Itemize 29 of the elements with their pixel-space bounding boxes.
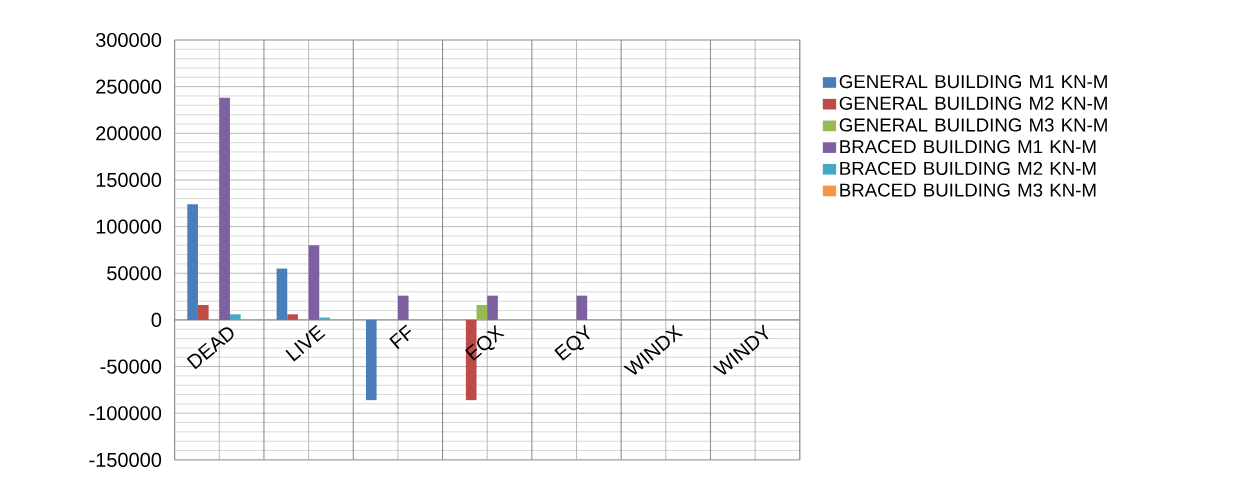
bar — [397, 295, 409, 320]
y-tick-label: -100000 — [89, 406, 162, 421]
legend-label: GENERAL BUILDING M1 KN-M — [839, 75, 1107, 89]
legend-label: BRACED BUILDING M2 KN-M — [840, 161, 1096, 176]
legend-label: GENERAL BUILDING M3 KN-M — [839, 118, 1107, 132]
y-tick-label: 300000 — [95, 32, 162, 48]
y-tick-label: 150000 — [96, 172, 162, 188]
bar — [287, 314, 298, 320]
x-tick-label: FF — [389, 324, 412, 350]
legend-label: GENERAL BUILDING M2 KN-M — [839, 96, 1107, 110]
legend-label: BRACED BUILDING M1 KN-M — [840, 140, 1096, 154]
y-tick-label: 50000 — [107, 266, 162, 281]
bar — [219, 97, 230, 320]
bar — [365, 319, 377, 401]
bar — [187, 204, 198, 320]
bar — [197, 305, 209, 320]
y-tick-label: 100000 — [96, 219, 162, 234]
y-tick-label: -50000 — [100, 359, 162, 374]
y-tick-label: -150000 — [89, 452, 162, 467]
bar — [576, 295, 588, 320]
bar — [276, 268, 288, 320]
bar — [487, 295, 498, 320]
y-tick-label: 200000 — [96, 126, 162, 141]
legend-label: BRACED BUILDING M3 KN-M — [840, 183, 1096, 197]
bar — [476, 305, 488, 320]
bar — [308, 245, 320, 320]
bar — [229, 314, 241, 320]
y-tick-label: 250000 — [96, 79, 162, 94]
y-tick-label: 0 — [151, 312, 162, 328]
